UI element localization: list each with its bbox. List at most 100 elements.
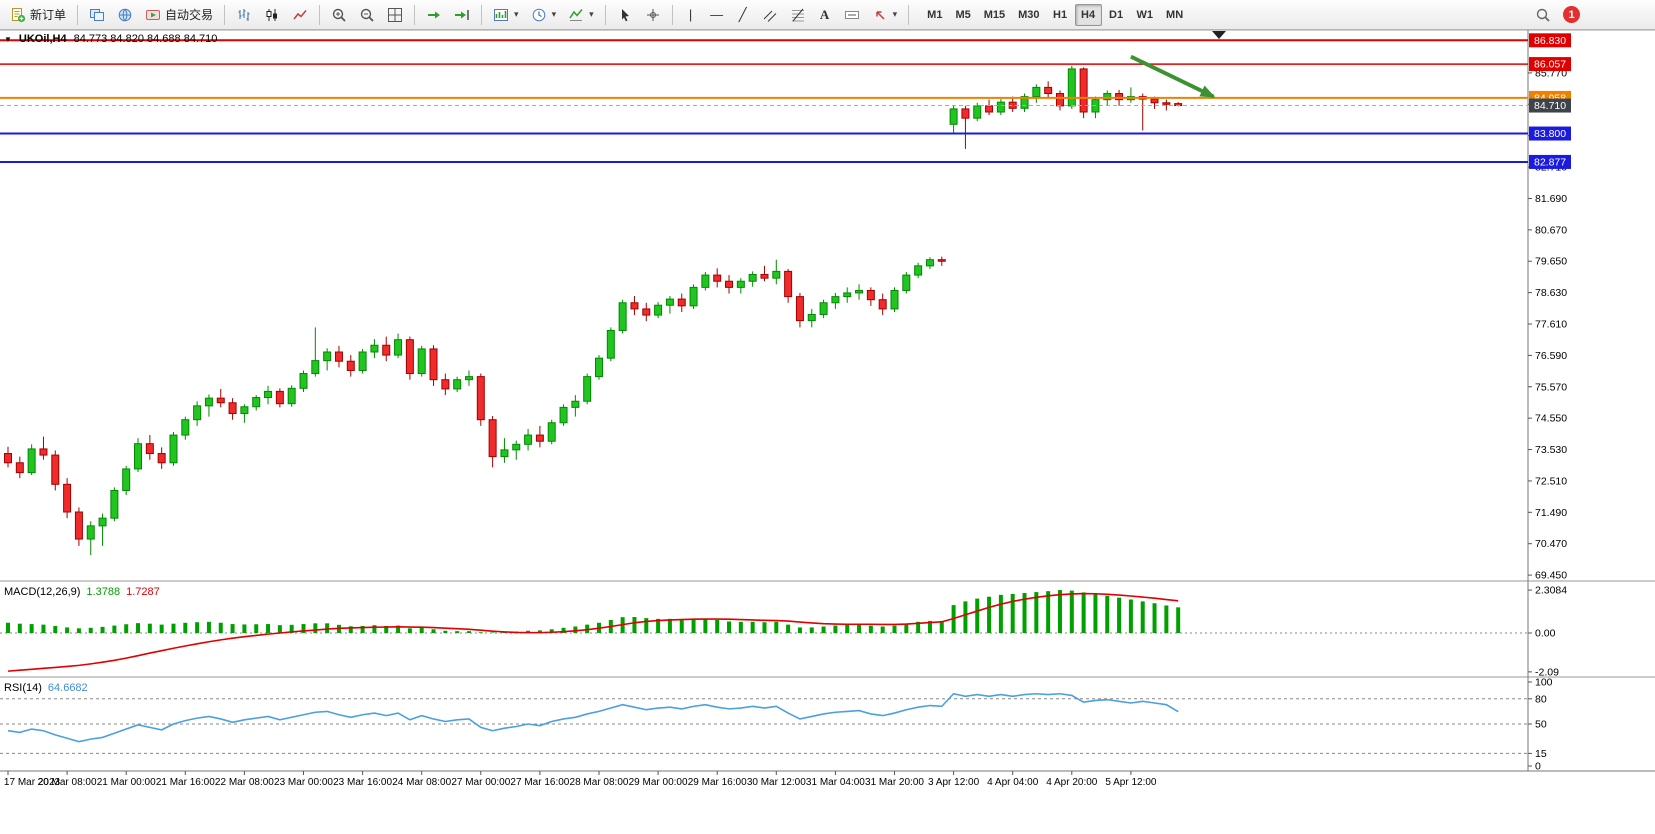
horizontal-line-tool-button[interactable]: —: [705, 3, 729, 27]
candlestick-icon: [266, 8, 278, 21]
candlestick-mode-button[interactable]: [259, 3, 285, 27]
macd-signal-value: 1.7287: [126, 586, 160, 598]
macd-histogram-bar: [1081, 592, 1086, 633]
macd-histogram-bar: [1069, 590, 1074, 633]
auto-trading-icon: [146, 9, 161, 20]
chart-shift-button[interactable]: [449, 3, 475, 27]
candle-body: [855, 289, 864, 294]
timeframe-button-m30[interactable]: M30: [1012, 4, 1045, 26]
new-chart-icon: [494, 8, 509, 21]
candle-body: [807, 313, 816, 322]
text-label-tool-button[interactable]: [839, 3, 865, 27]
macd-histogram-bar: [100, 626, 105, 633]
arrow-objects-icon: [875, 10, 885, 20]
price-axis-label: 77.610: [1535, 319, 1567, 331]
macd-histogram-bar: [727, 621, 732, 633]
timeframe-button-m1[interactable]: M1: [921, 4, 948, 26]
macd-histogram-bar: [6, 622, 10, 633]
timeframe-button-m15[interactable]: M15: [978, 4, 1011, 26]
candle-body: [334, 351, 343, 362]
macd-histogram-bar: [561, 627, 566, 633]
macd-histogram-bar: [289, 624, 294, 633]
charts-button[interactable]: [84, 3, 110, 27]
price-badge-label: 86.830: [1534, 35, 1566, 47]
macd-histogram-bar: [206, 621, 211, 633]
arrows-tool-button[interactable]: ▾: [867, 3, 903, 27]
text-tool-button[interactable]: A: [813, 3, 837, 27]
main-toolbar: 新订单 自动交易 ▾ ▾: [0, 0, 1655, 30]
new-order-button[interactable]: 新订单: [5, 3, 71, 27]
tile-windows-button[interactable]: [382, 3, 408, 27]
candle-body: [843, 292, 852, 298]
vertical-line-tool-button[interactable]: |: [679, 3, 703, 27]
macd-histogram-bar: [656, 618, 661, 633]
price-axis-label: 78.630: [1535, 287, 1567, 299]
macd-name: MACD(12,26,9): [4, 586, 81, 598]
macd-histogram-bar: [29, 624, 34, 633]
candle-body: [299, 373, 308, 389]
fibonacci-tool-button[interactable]: [785, 3, 811, 27]
candle-body: [15, 462, 24, 474]
macd-histogram-bar: [419, 627, 424, 633]
time-axis-label: 29 Mar 16:00: [688, 777, 747, 788]
line-chart-mode-button[interactable]: [287, 3, 313, 27]
text-tool-icon: A: [819, 6, 830, 22]
crosshair-tool-button[interactable]: [640, 3, 666, 27]
macd-histogram-bar: [998, 594, 1003, 633]
timeframe-button-h4[interactable]: H4: [1074, 3, 1102, 26]
periods-button[interactable]: ▾: [526, 3, 562, 27]
macd-histogram-bar: [904, 623, 909, 633]
candle-body: [559, 406, 568, 424]
timeframe-button-d1[interactable]: D1: [1103, 4, 1130, 26]
one-click-collapse-icon[interactable]: ▼: [4, 34, 12, 44]
chevron-down-icon: ▾: [892, 9, 898, 19]
candle-body: [216, 397, 225, 404]
timeframe-button-h1[interactable]: H1: [1047, 4, 1074, 26]
trend-arrow-object[interactable]: [1130, 54, 1216, 99]
macd-histogram-bar: [1105, 595, 1110, 633]
channel-tool-button[interactable]: [757, 3, 783, 27]
cursor-tool-button[interactable]: [612, 3, 638, 27]
search-button[interactable]: [1530, 3, 1556, 27]
macd-histogram-bar: [762, 622, 767, 633]
macd-histogram-bar: [1057, 590, 1062, 633]
macd-histogram-bar: [1176, 607, 1181, 633]
timeframe-button-m5[interactable]: M5: [949, 4, 976, 26]
timeframe-button-mn[interactable]: MN: [1160, 4, 1189, 26]
candle-body: [819, 302, 828, 315]
macd-histogram-bar: [478, 632, 483, 633]
new-chart-button[interactable]: ▾: [488, 3, 524, 27]
notification-badge[interactable]: 1: [1563, 6, 1580, 23]
toolbar-separator: [319, 4, 321, 25]
chart-shift-icon: [455, 9, 470, 20]
trendline-tool-button[interactable]: ╱: [731, 3, 755, 27]
candle-body: [1067, 68, 1076, 107]
navigator-button[interactable]: [112, 3, 138, 27]
candle-body: [122, 468, 131, 491]
candle-body: [677, 298, 686, 307]
rsi-axis-label: 0: [1535, 761, 1541, 773]
bar-chart-mode-button[interactable]: [231, 3, 257, 27]
rsi-indicator-label: RSI(14) 64.6682: [4, 682, 88, 694]
auto-trading-button[interactable]: 自动交易: [140, 3, 218, 27]
chart-canvas[interactable]: 85.77084.75083.73082.71081.69080.67079.6…: [0, 30, 1655, 788]
macd-histogram-bar: [644, 618, 649, 633]
candle-body: [1079, 68, 1088, 113]
candle-body: [4, 453, 12, 464]
macd-histogram-bar: [916, 621, 921, 633]
auto-scroll-icon: [428, 11, 441, 18]
candle-body: [98, 517, 107, 527]
macd-histogram-bar: [738, 621, 743, 633]
indicators-button[interactable]: ▾: [563, 3, 599, 27]
indicators-icon: [569, 8, 583, 21]
rsi-line: [7, 692, 1179, 743]
zoom-in-button[interactable]: [326, 3, 352, 27]
chart-shift-marker[interactable]: [1212, 31, 1226, 39]
macd-histogram-bar: [230, 624, 235, 633]
candle-body: [51, 454, 60, 485]
time-axis-label: 29 Mar 00:00: [629, 777, 688, 788]
timeframe-button-w1[interactable]: W1: [1131, 4, 1160, 26]
auto-scroll-button[interactable]: [421, 3, 447, 27]
candle-body: [725, 280, 734, 288]
zoom-out-button[interactable]: [354, 3, 380, 27]
